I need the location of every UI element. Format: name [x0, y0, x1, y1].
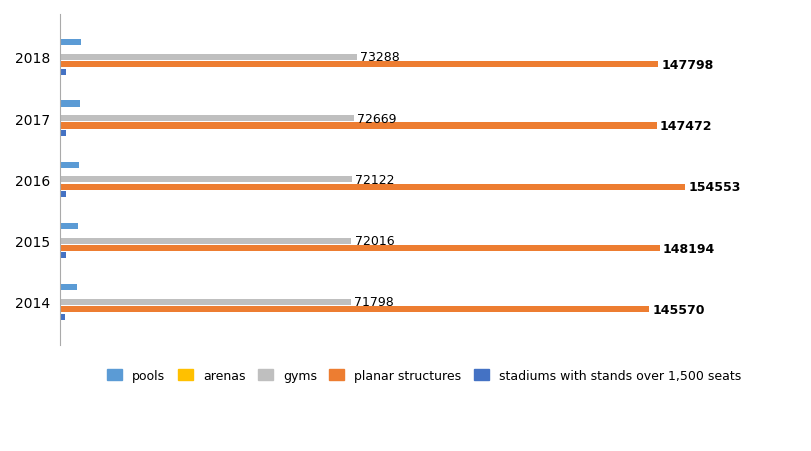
Bar [60, 292, 61, 298]
Bar [60, 116, 354, 122]
Text: 145570: 145570 [651, 303, 704, 316]
Text: 148194: 148194 [662, 242, 714, 255]
Text: 147472: 147472 [659, 120, 711, 133]
Bar [60, 285, 77, 291]
Text: 73288: 73288 [359, 51, 399, 64]
Bar [60, 192, 66, 198]
Bar [60, 47, 61, 54]
Bar [60, 69, 67, 75]
Text: 72122: 72122 [354, 174, 394, 187]
Text: 72016: 72016 [354, 235, 394, 248]
Bar [60, 238, 351, 244]
Bar [60, 253, 66, 259]
Bar [60, 62, 657, 68]
Bar [60, 299, 350, 305]
Bar [60, 223, 78, 230]
Legend: pools, arenas, gyms, planar structures, stadiums with stands over 1,500 seats: pools, arenas, gyms, planar structures, … [101, 363, 746, 388]
Bar [60, 101, 79, 107]
Bar [60, 55, 356, 61]
Bar [60, 123, 656, 129]
Bar [60, 184, 684, 190]
Text: 72669: 72669 [357, 112, 397, 125]
Text: 154553: 154553 [688, 181, 740, 194]
Bar [60, 40, 80, 46]
Bar [60, 170, 61, 176]
Bar [60, 231, 61, 237]
Bar [60, 245, 659, 252]
Bar [60, 177, 351, 183]
Text: 71798: 71798 [354, 296, 393, 309]
Bar [60, 314, 66, 320]
Text: 147798: 147798 [660, 59, 713, 72]
Bar [60, 130, 66, 137]
Bar [60, 109, 61, 115]
Bar [60, 307, 648, 313]
Bar [60, 162, 79, 168]
